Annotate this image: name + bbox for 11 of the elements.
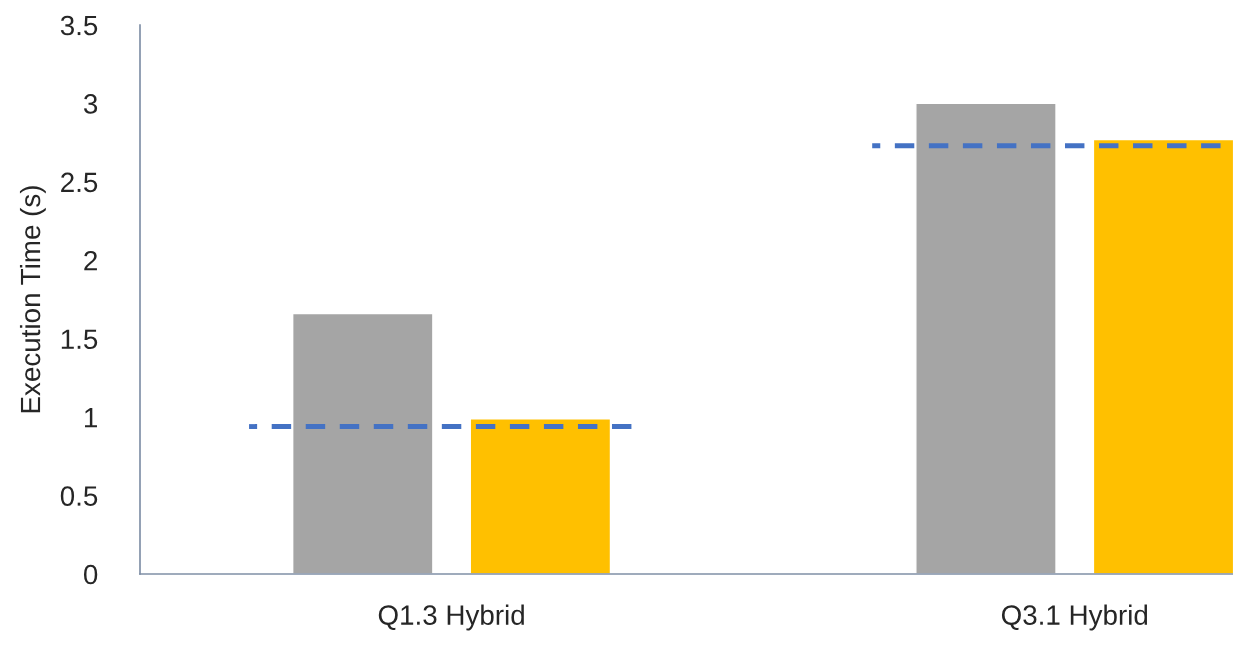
y-tick-label: 1 <box>85 408 97 428</box>
y-tick-label: 3.5 <box>60 15 98 36</box>
y-tick-label: 2.5 <box>61 172 98 193</box>
y-tick-label: 3 <box>83 94 98 114</box>
y-axis-title: Execution Time (s) <box>19 186 46 413</box>
y-tick-label: 2 <box>84 250 97 271</box>
y-tick-label: 0 <box>83 564 98 585</box>
y-tick-label: 0.5 <box>60 486 98 506</box>
y-tick-label: 1.5 <box>61 329 98 350</box>
x-tick-label: Q1.3 Hybrid <box>378 604 524 631</box>
x-tick-label: Q3.1 Hybrid <box>1001 604 1148 631</box>
